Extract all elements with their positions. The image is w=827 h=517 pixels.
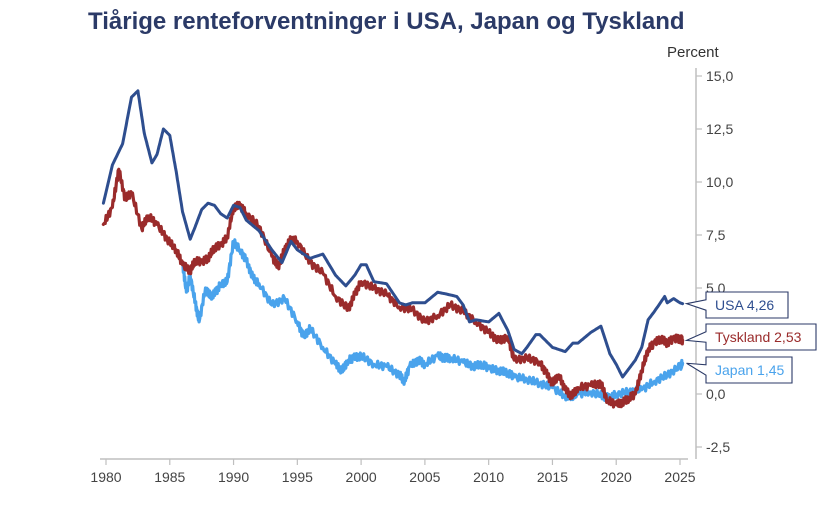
x-tick-label: 2025 bbox=[664, 469, 695, 485]
series-line-usa bbox=[101, 89, 685, 379]
series-line-germany bbox=[101, 167, 685, 409]
callout-text-japan: Japan 1,45 bbox=[715, 362, 784, 378]
x-tick-label: 2015 bbox=[537, 469, 568, 485]
callout-box-germany bbox=[684, 323, 817, 351]
end-value-callouts: USA 4,26 Tyskland 2,53 Japan 1,45 bbox=[684, 291, 817, 384]
axes: 1980 1985 1990 1995 2000 2005 2010 2015 2020 2025… bbox=[90, 68, 733, 485]
x-tick-label: 1990 bbox=[218, 469, 249, 485]
x-tick-label: 1985 bbox=[154, 469, 185, 485]
chart-title: Tiårige renteforventninger i USA, Japan … bbox=[88, 8, 685, 35]
x-tick-label: 2005 bbox=[409, 469, 440, 485]
y-tick-label: 0,0 bbox=[706, 386, 726, 402]
x-tick-label: 2020 bbox=[601, 469, 632, 485]
x-tick-label: 2010 bbox=[473, 469, 504, 485]
callout-text-usa: USA 4,26 bbox=[715, 297, 774, 313]
x-tick-label: 1995 bbox=[282, 469, 313, 485]
y-tick-label: 12,5 bbox=[706, 121, 733, 137]
y-tick-label: 10,0 bbox=[706, 174, 733, 190]
y-tick-label: 7,5 bbox=[706, 227, 726, 243]
series-lines bbox=[101, 89, 685, 409]
callout-text-germany: Tyskland 2,53 bbox=[715, 329, 802, 345]
callout-box-usa bbox=[684, 291, 789, 319]
series-line-japan bbox=[180, 238, 685, 403]
callout-box-japan bbox=[686, 356, 793, 384]
x-tick-label: 2000 bbox=[346, 469, 377, 485]
x-tick-label: 1980 bbox=[90, 469, 121, 485]
end-label-usa: USA 4,26 bbox=[684, 291, 789, 319]
end-label-germany: Tyskland 2,53 bbox=[684, 323, 817, 351]
y-tick-label: 15,0 bbox=[706, 68, 733, 84]
y-tick-label: -2,5 bbox=[706, 439, 730, 455]
y-axis-unit-label: Percent bbox=[667, 44, 719, 61]
end-label-japan: Japan 1,45 bbox=[686, 356, 793, 384]
